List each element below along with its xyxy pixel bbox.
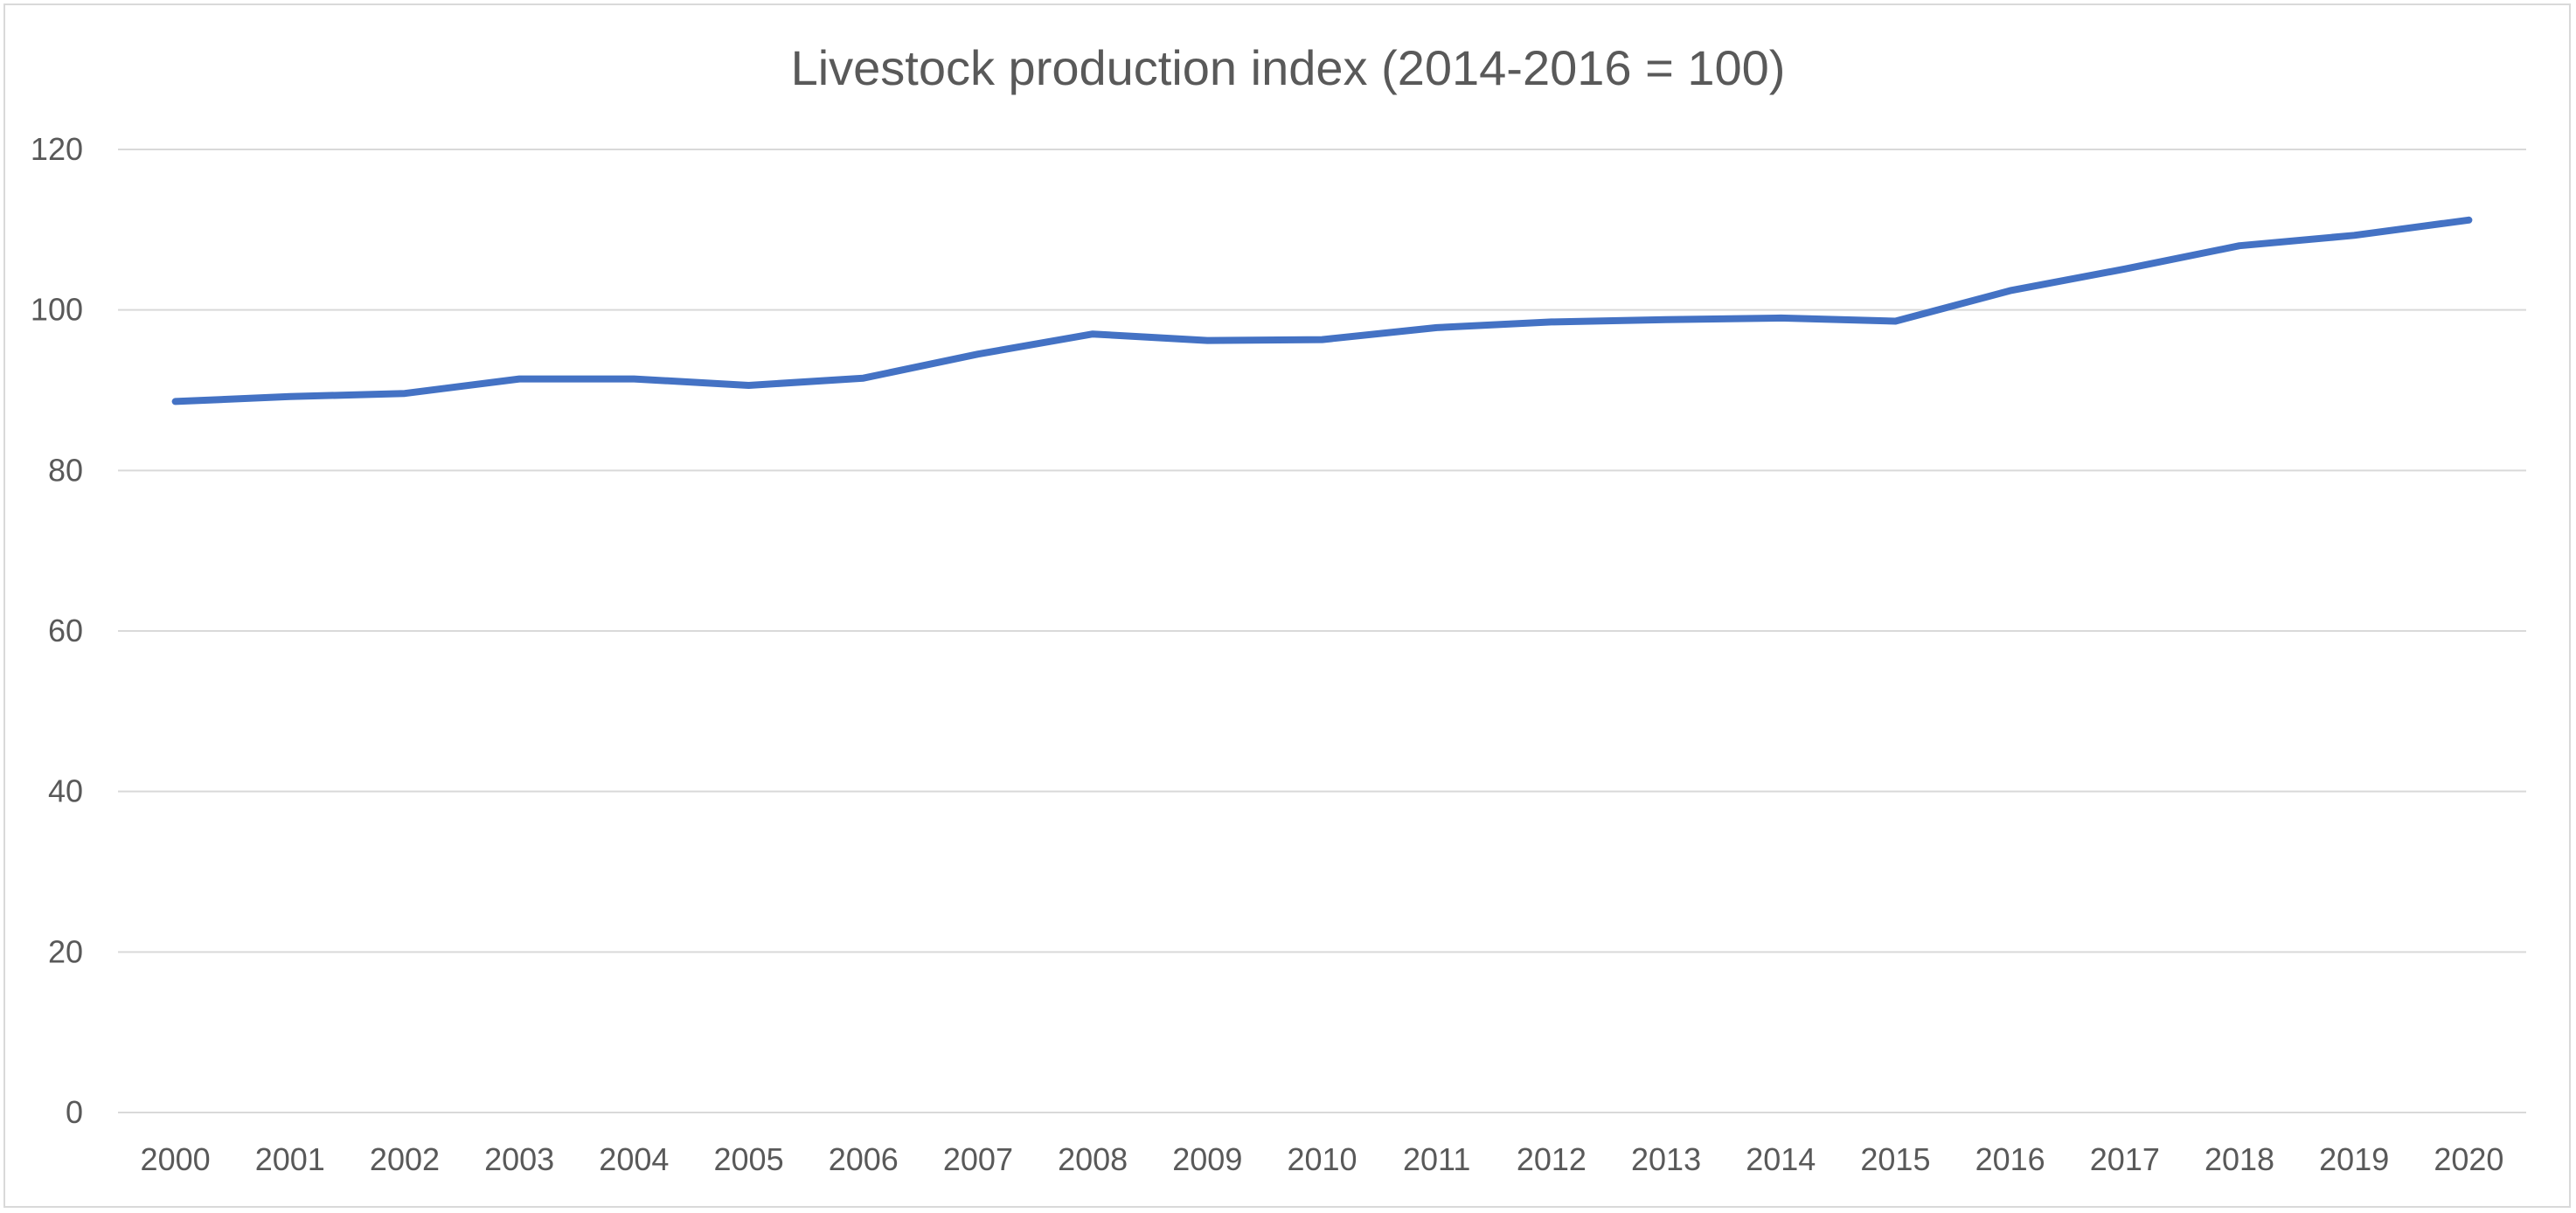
data-point-2013 bbox=[1663, 316, 1670, 322]
data-point-2014 bbox=[1778, 315, 1784, 321]
x-tick-label: 2011 bbox=[1403, 1141, 1470, 1177]
x-tick-label: 2010 bbox=[1287, 1141, 1357, 1177]
y-tick-label: 40 bbox=[48, 773, 83, 809]
chart-frame bbox=[3, 3, 2571, 1208]
x-tick-label: 2004 bbox=[599, 1141, 669, 1177]
data-point-2007 bbox=[975, 351, 981, 357]
x-tick-label: 2012 bbox=[1517, 1141, 1587, 1177]
y-tick-label: 60 bbox=[48, 613, 83, 648]
series-group bbox=[171, 216, 2473, 405]
x-tick-label: 2002 bbox=[370, 1141, 440, 1177]
data-point-2017 bbox=[2121, 266, 2128, 272]
data-point-2001 bbox=[287, 393, 293, 399]
x-tick-label: 2008 bbox=[1058, 1141, 1128, 1177]
data-point-2003 bbox=[517, 376, 523, 382]
data-point-2009 bbox=[1205, 337, 1211, 343]
data-point-2008 bbox=[1090, 331, 1096, 337]
x-tick-label: 2009 bbox=[1172, 1141, 1242, 1177]
data-point-2012 bbox=[1548, 319, 1554, 325]
x-tick-label: 2013 bbox=[1631, 1141, 1701, 1177]
data-point-2015 bbox=[1892, 318, 1899, 324]
data-point-2000 bbox=[172, 399, 178, 405]
data-point-2004 bbox=[631, 376, 637, 382]
x-tick-label: 2003 bbox=[484, 1141, 554, 1177]
x-tick-label: 2016 bbox=[1975, 1141, 2045, 1177]
x-tick-label: 2001 bbox=[255, 1141, 325, 1177]
y-tick-label: 0 bbox=[66, 1094, 83, 1130]
y-tick-label: 100 bbox=[31, 292, 83, 328]
data-point-2011 bbox=[1434, 324, 1440, 330]
x-tick-label: 2017 bbox=[2090, 1141, 2160, 1177]
x-tick-label: 2000 bbox=[141, 1141, 211, 1177]
data-point-2020 bbox=[2466, 217, 2472, 223]
x-tick-label: 2006 bbox=[829, 1141, 899, 1177]
data-point-2010 bbox=[1319, 336, 1325, 343]
data-point-2019 bbox=[2351, 232, 2357, 239]
y-tick-label: 80 bbox=[48, 452, 83, 488]
data-point-2016 bbox=[2007, 288, 2013, 294]
x-tick-label: 2005 bbox=[714, 1141, 784, 1177]
y-axis-labels: 0 20 40 60 80 100 120 bbox=[31, 131, 83, 1130]
x-tick-label: 2015 bbox=[1860, 1141, 1930, 1177]
data-point-2005 bbox=[746, 382, 752, 388]
data-point-2018 bbox=[2237, 243, 2243, 249]
x-tick-label: 2019 bbox=[2319, 1141, 2389, 1177]
x-tick-label: 2018 bbox=[2205, 1141, 2274, 1177]
x-axis-labels: 2000 2001 2002 2003 2004 2005 2006 2007 2008 2009… bbox=[141, 1141, 2504, 1177]
gridlines bbox=[118, 149, 2526, 1113]
x-tick-label: 2020 bbox=[2434, 1141, 2503, 1177]
y-tick-label: 120 bbox=[31, 131, 83, 167]
x-tick-label: 2007 bbox=[943, 1141, 1013, 1177]
y-tick-label: 20 bbox=[48, 933, 83, 969]
x-tick-label: 2014 bbox=[1746, 1141, 1816, 1177]
chart-title: Livestock production index (2014-2016 = … bbox=[790, 40, 1786, 95]
data-point-2002 bbox=[401, 391, 407, 397]
data-point-2006 bbox=[860, 375, 866, 381]
